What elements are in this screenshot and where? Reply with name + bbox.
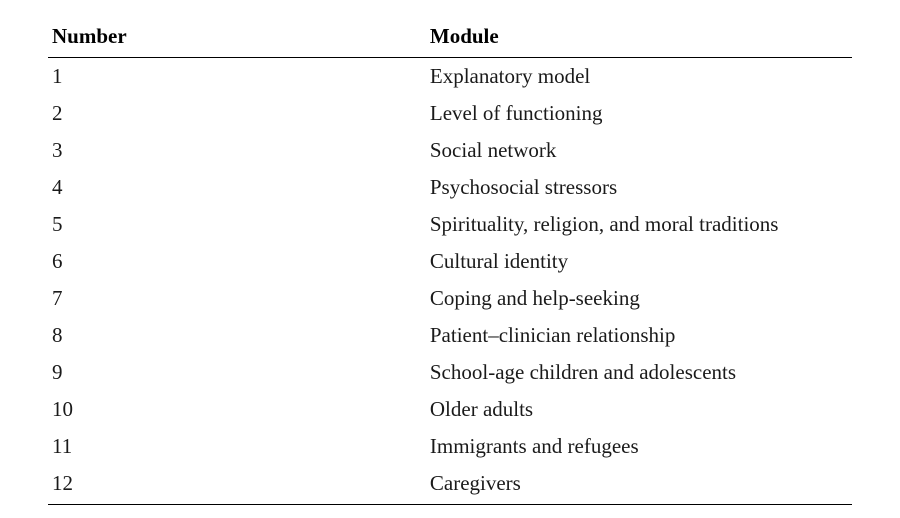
cell-module: Cultural identity — [426, 243, 852, 280]
cell-module: Coping and help-seeking — [426, 280, 852, 317]
cell-number: 2 — [48, 95, 426, 132]
cell-module: Spirituality, religion, and moral tradit… — [426, 206, 852, 243]
table-row: 8 Patient–clinician relationship — [48, 317, 852, 354]
cell-number: 10 — [48, 391, 426, 428]
table-row: 6 Cultural identity — [48, 243, 852, 280]
table-row: 5 Spirituality, religion, and moral trad… — [48, 206, 852, 243]
cell-number: 5 — [48, 206, 426, 243]
header-module: Module — [426, 18, 852, 58]
modules-table: Number Module 1 Explanatory model 2 Leve… — [48, 18, 852, 505]
table-header-row: Number Module — [48, 18, 852, 58]
cell-number: 12 — [48, 465, 426, 505]
cell-number: 6 — [48, 243, 426, 280]
cell-number: 7 — [48, 280, 426, 317]
cell-module: Level of functioning — [426, 95, 852, 132]
cell-number: 11 — [48, 428, 426, 465]
table-row: 1 Explanatory model — [48, 58, 852, 96]
cell-number: 1 — [48, 58, 426, 96]
table-row: 10 Older adults — [48, 391, 852, 428]
table-row: 12 Caregivers — [48, 465, 852, 505]
cell-number: 4 — [48, 169, 426, 206]
cell-module: Social network — [426, 132, 852, 169]
cell-number: 3 — [48, 132, 426, 169]
table-row: 7 Coping and help-seeking — [48, 280, 852, 317]
cell-number: 8 — [48, 317, 426, 354]
cell-module: Immigrants and refugees — [426, 428, 852, 465]
cell-module: Caregivers — [426, 465, 852, 505]
table-row: 2 Level of functioning — [48, 95, 852, 132]
cell-module: Psychosocial stressors — [426, 169, 852, 206]
cell-module: School-age children and adolescents — [426, 354, 852, 391]
cell-number: 9 — [48, 354, 426, 391]
header-number: Number — [48, 18, 426, 58]
table-row: 11 Immigrants and refugees — [48, 428, 852, 465]
cell-module: Patient–clinician relationship — [426, 317, 852, 354]
table-row: 4 Psychosocial stressors — [48, 169, 852, 206]
table-row: 3 Social network — [48, 132, 852, 169]
cell-module: Older adults — [426, 391, 852, 428]
table-row: 9 School-age children and adolescents — [48, 354, 852, 391]
cell-module: Explanatory model — [426, 58, 852, 96]
